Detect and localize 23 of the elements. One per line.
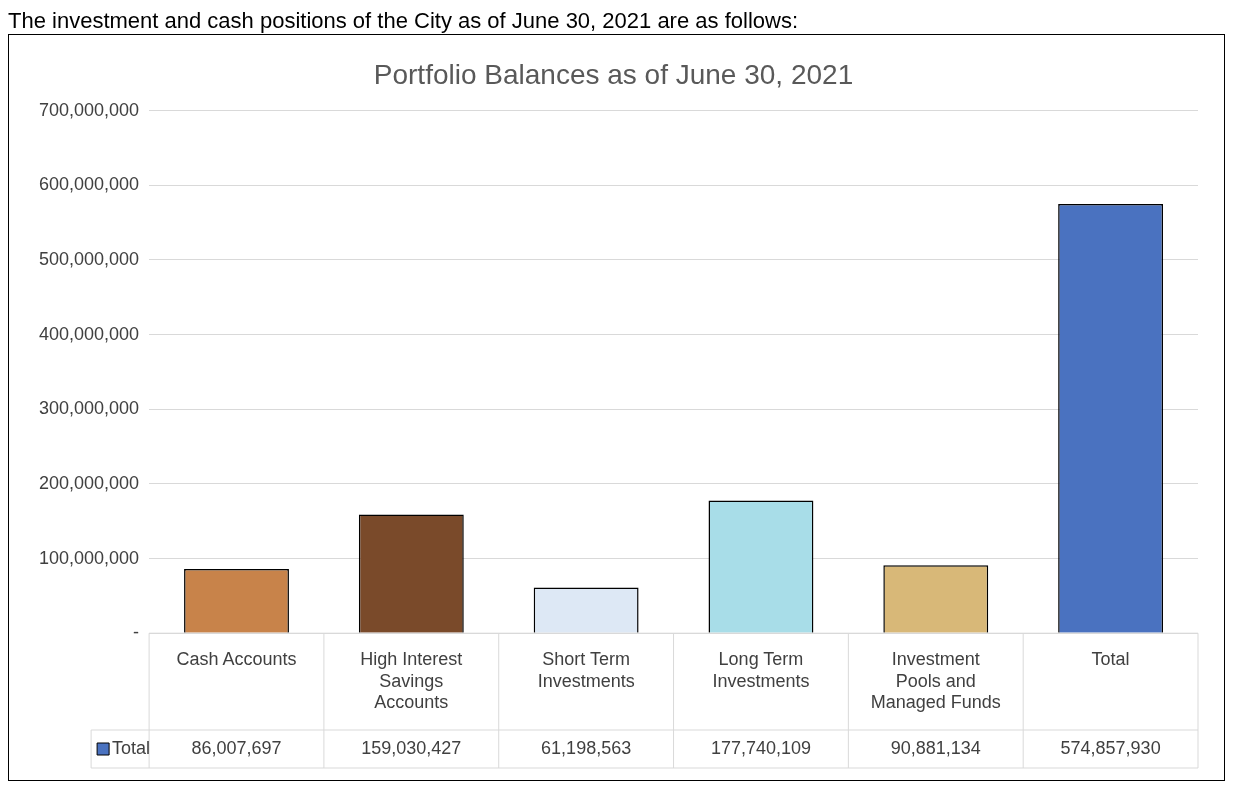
y-tick-label: 600,000,000 [38, 174, 140, 195]
x-tick-label: Cash Accounts [176, 648, 297, 669]
data-label: 159,030,427 [361, 737, 462, 758]
chart-title: Portfolio Balances as of June 30, 2021 [373, 58, 854, 90]
data-label: 61,198,563 [541, 737, 632, 758]
y-tick-label: 100,000,000 [38, 547, 140, 568]
x-tick-label: Short Term Investments [537, 648, 635, 691]
data-label: 574,857,930 [1060, 737, 1161, 758]
x-tick-label: High Interest Savings Accounts [360, 648, 463, 713]
y-tick-label: 400,000,000 [38, 323, 140, 344]
y-tick-label: 200,000,000 [38, 472, 140, 493]
data-label: 177,740,109 [710, 737, 812, 758]
data-label: 86,007,697 [191, 737, 282, 758]
y-tick-label: 700,000,000 [38, 99, 140, 120]
chart-subtitle: The investment and cash positions of the City as of June 30, 2021 are as follows: [8, 8, 799, 34]
y-tick-label: 300,000,000 [38, 398, 140, 419]
legend-label: Total [112, 737, 151, 758]
x-tick-label: Total [1091, 648, 1130, 669]
y-tick-label: 500,000,000 [38, 248, 140, 269]
y-tick-label: - [133, 622, 140, 643]
x-tick-label: Long Term Investments [712, 648, 810, 691]
x-tick-label: Investment Pools and Managed Funds [870, 648, 1001, 713]
data-label: 90,881,134 [890, 737, 981, 758]
